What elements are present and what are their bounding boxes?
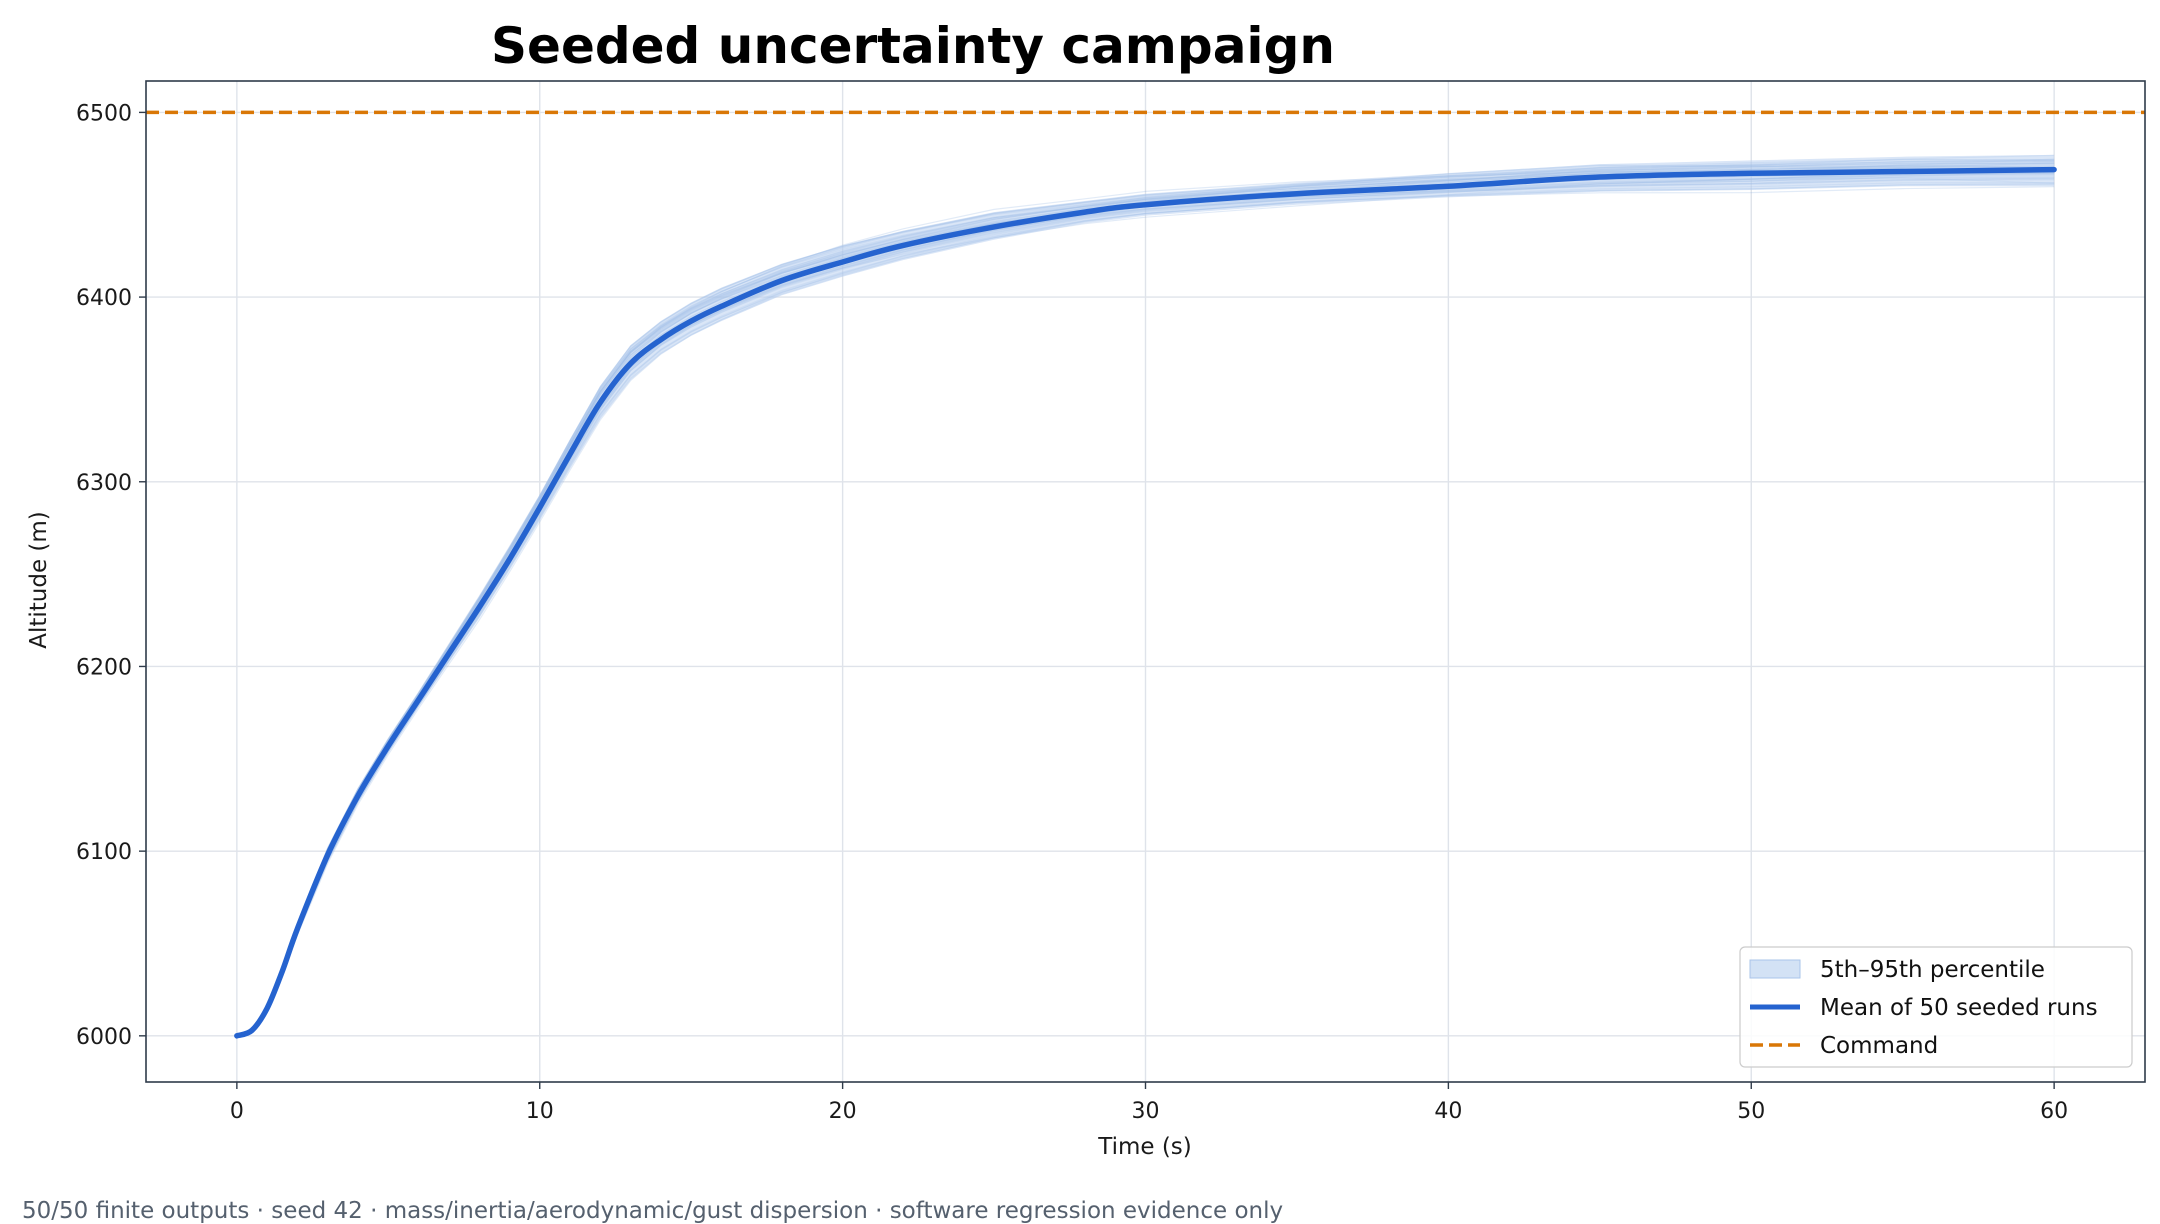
footnote: 50/50 finite outputs · seed 42 · mass/in… [22, 1198, 1283, 1224]
axis-ticks: 0 10 20 30 40 50 60 6000 6100 6200 6300 6400 6500 [76, 101, 2068, 1124]
legend-box [1739, 946, 2133, 1068]
x-tick-label: 40 [1434, 1099, 1462, 1124]
mean-line [234, 166, 2057, 1039]
y-tick-label: 6200 [76, 655, 132, 680]
grid-lines [146, 81, 2145, 1082]
legend-swatch-band [1749, 959, 1801, 979]
x-tick-label: 0 [230, 1099, 244, 1124]
legend: 5th–95th percentile Mean of 50 seeded ru… [1739, 946, 2133, 1068]
x-tick-label: 50 [1737, 1099, 1765, 1124]
x-tick-label: 10 [526, 1099, 554, 1124]
y-tick-label: 6300 [76, 471, 132, 496]
legend-label-mean: Mean of 50 seeded runs [1820, 995, 2098, 1021]
y-tick-label: 6000 [76, 1025, 132, 1050]
y-tick-label: 6100 [76, 840, 132, 865]
x-axis-label: Time (s) [1097, 1134, 1192, 1160]
x-tick-label: 20 [829, 1099, 857, 1124]
y-tick-label: 6400 [76, 286, 132, 311]
x-tick-label: 30 [1132, 1099, 1160, 1124]
legend-label-band: 5th–95th percentile [1820, 957, 2045, 983]
legend-label-command: Command [1820, 1033, 1938, 1059]
x-tick-label: 60 [2040, 1099, 2068, 1124]
y-tick-label: 6500 [76, 101, 132, 126]
y-axis-label: Altitude (m) [26, 511, 52, 649]
mean-line-layer [234, 166, 2057, 1039]
chart-title: Seeded uncertainty campaign [491, 17, 1335, 75]
